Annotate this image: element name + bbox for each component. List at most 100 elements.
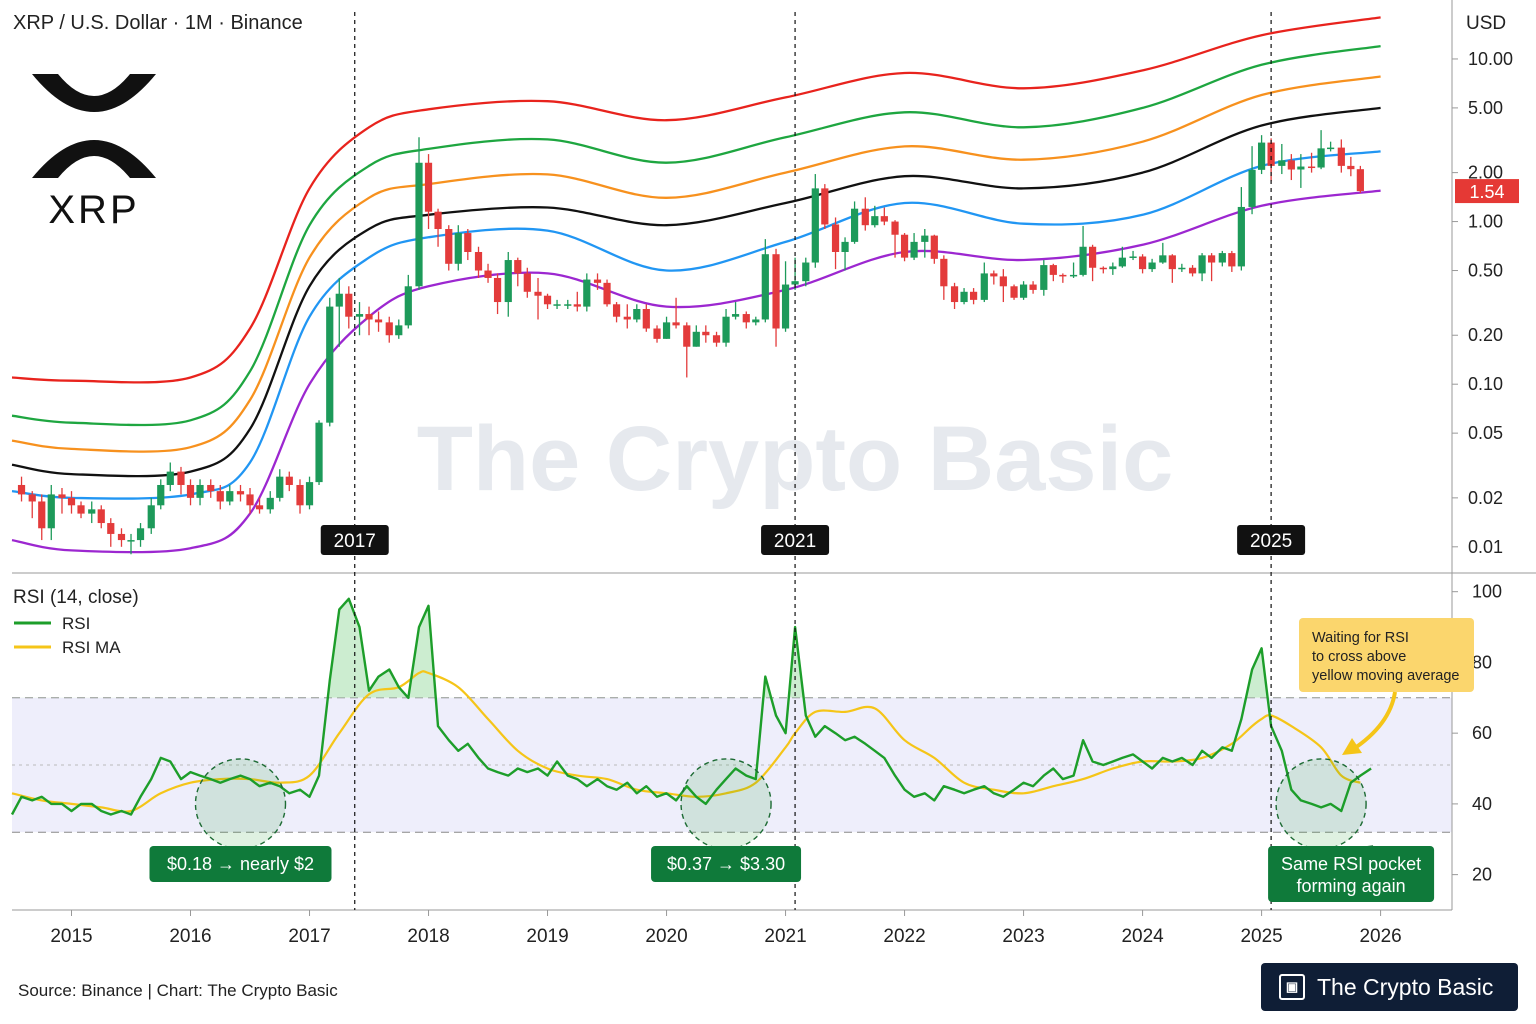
candle-body-119 xyxy=(1198,255,1206,274)
candle-body-17 xyxy=(186,484,195,498)
waiting-callout-text-2: yellow moving average xyxy=(1312,668,1460,684)
candle-body-65 xyxy=(662,322,671,339)
x-tick-label-0: 2015 xyxy=(50,926,92,947)
candle-body-25 xyxy=(266,497,274,510)
rsi-tick-label-2: 60 xyxy=(1472,723,1492,743)
rsi-overbought-fill xyxy=(12,598,1372,698)
candle-body-36 xyxy=(374,319,383,323)
candle-body-122 xyxy=(1228,253,1236,267)
x-tick-label-4: 2019 xyxy=(526,926,568,947)
candle-body-123 xyxy=(1237,206,1245,267)
brand-name: The Crypto Basic xyxy=(1317,973,1494,1000)
waiting-callout-box xyxy=(1299,618,1474,692)
candle-body-80 xyxy=(811,188,819,263)
candle-body-113 xyxy=(1138,256,1147,270)
candle-body-124 xyxy=(1248,169,1256,207)
candle-body-105 xyxy=(1059,274,1067,277)
candle-body-20 xyxy=(216,491,224,502)
candle-body-45 xyxy=(464,233,472,252)
candle-body-130 xyxy=(1307,166,1316,169)
candle-body-40 xyxy=(415,162,423,287)
candle-body-134 xyxy=(1347,165,1355,170)
chart-svg: The Crypto Basic 1.54 10.005.002.001.000… xyxy=(10,0,1536,947)
rsi-pocket-label-2-1: forming again xyxy=(1297,876,1406,896)
candle-body-33 xyxy=(345,293,353,317)
brand-logo-icon: ▣ xyxy=(1279,974,1305,1000)
candle-body-58 xyxy=(593,279,602,283)
candle-body-49 xyxy=(504,260,512,303)
candle-body-72 xyxy=(731,314,740,317)
candle-body-103 xyxy=(1040,265,1048,290)
current-price-label: 1.54 xyxy=(1469,182,1504,202)
current-price-tag xyxy=(1455,179,1519,204)
candle-body-26 xyxy=(276,476,284,498)
x-tick-label-10: 2025 xyxy=(1240,926,1282,947)
cycle-marker-label-2: 2025 xyxy=(1250,531,1292,552)
candle-body-61 xyxy=(623,316,631,320)
cycle-marker-box-2 xyxy=(1237,525,1306,555)
cycle-marker-label-0: 2017 xyxy=(334,531,376,552)
candle-body-38 xyxy=(395,325,403,336)
price-tick-label-6: 0.10 xyxy=(1468,374,1503,394)
candle-body-88 xyxy=(891,221,899,235)
candle-body-102 xyxy=(1029,284,1037,290)
rsi-pocket-circle-2 xyxy=(1275,758,1367,850)
candle-body-27 xyxy=(285,476,293,485)
candle-body-48 xyxy=(493,277,502,303)
candle-body-84 xyxy=(850,208,859,242)
background-layer xyxy=(12,697,1452,833)
rsi-pocket-label-0-0: $0.18 → nearly $2 xyxy=(167,854,314,874)
candle-body-43 xyxy=(445,229,453,264)
rsi-tick-label-1: 80 xyxy=(1472,652,1492,672)
rsi-pocket-circle-1 xyxy=(680,758,772,850)
candle-body-79 xyxy=(802,262,810,282)
cycle-marker-box-0 xyxy=(320,525,389,555)
candle-body-9 xyxy=(107,523,115,534)
price-tick-label-5: 0.20 xyxy=(1468,325,1503,345)
candle-body-41 xyxy=(424,162,433,212)
rsi-pocket-box-2 xyxy=(1268,846,1435,902)
waiting-callout-text-0: Waiting for RSI xyxy=(1312,630,1409,646)
candle-body-131 xyxy=(1317,148,1325,168)
band-blue xyxy=(11,150,1381,500)
x-tick-label-8: 2023 xyxy=(1002,926,1044,947)
candle-body-15 xyxy=(166,471,174,485)
band-red xyxy=(11,16,1381,384)
waiting-callout-arrowhead xyxy=(1342,738,1362,755)
candle-body-22 xyxy=(236,491,245,495)
price-tick-label-3: 1.00 xyxy=(1468,212,1503,232)
candle-body-42 xyxy=(434,211,442,230)
candle-body-132 xyxy=(1327,147,1335,150)
x-tick-label-9: 2024 xyxy=(1121,926,1164,947)
candle-body-90 xyxy=(910,241,918,258)
x-tick-label-7: 2022 xyxy=(883,926,925,947)
candle-body-2 xyxy=(38,501,46,529)
rsi-pocket-label-2-0: Same RSI pocket xyxy=(1281,854,1421,874)
candle-body-95 xyxy=(960,291,968,303)
candle-body-81 xyxy=(821,188,829,225)
price-tick-label-7: 0.05 xyxy=(1468,423,1503,443)
legend-label-rsi: RSI xyxy=(62,614,90,633)
candle-body-37 xyxy=(385,322,393,336)
band-black xyxy=(11,106,1381,478)
rsi-pocket-circle-0 xyxy=(194,758,287,850)
rsi-legend: RSI RSI MA xyxy=(14,614,121,657)
candle-body-67 xyxy=(683,325,691,347)
candle-body-125 xyxy=(1257,142,1266,170)
candle-body-117 xyxy=(1178,267,1186,270)
candle-body-89 xyxy=(900,234,909,258)
rsi-tick-label-3: 40 xyxy=(1472,794,1492,814)
candle-body-121 xyxy=(1218,253,1226,263)
x-tick-label-1: 2016 xyxy=(169,926,211,947)
rsi-pocket-box-1 xyxy=(651,846,802,882)
price-tick-label-4: 0.50 xyxy=(1468,261,1503,281)
candle-body-115 xyxy=(1159,255,1167,263)
candle-body-71 xyxy=(722,316,730,343)
candle-body-76 xyxy=(772,254,780,329)
candle-body-94 xyxy=(950,286,959,303)
candle-body-7 xyxy=(88,509,96,514)
candle-body-108 xyxy=(1088,246,1097,268)
x-tick-label-3: 2018 xyxy=(407,926,449,947)
candle-body-97 xyxy=(980,273,988,300)
